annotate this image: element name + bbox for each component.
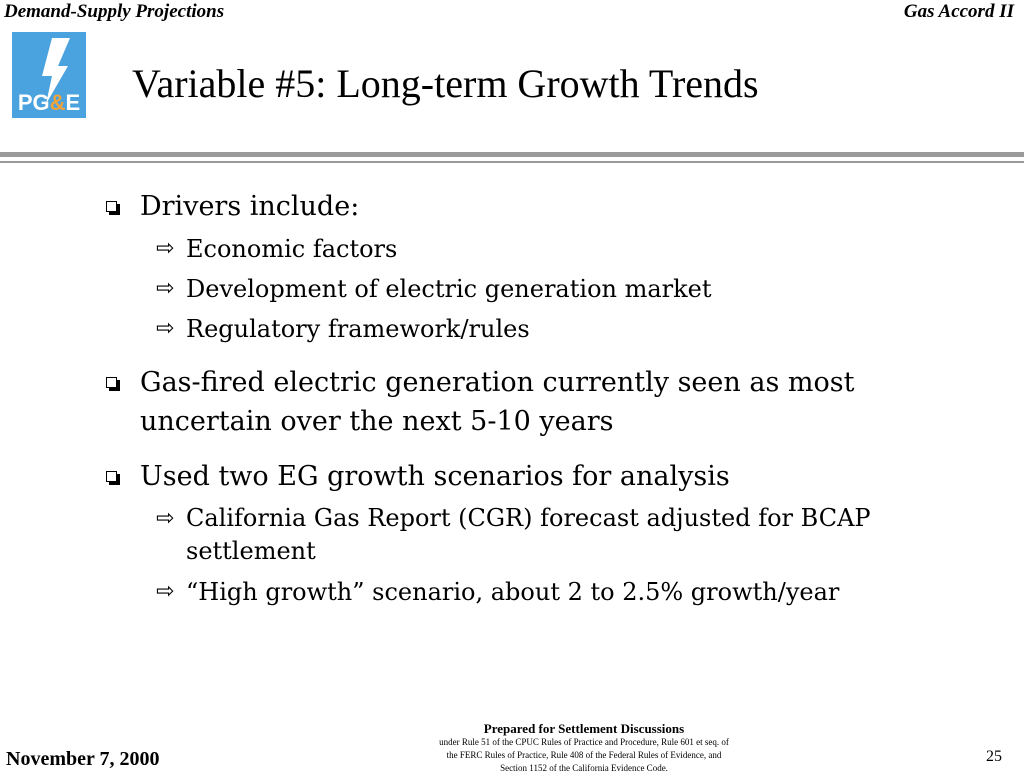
bullet-list: Drivers include: ⇨ Economic factors ⇨ De… — [104, 187, 1004, 612]
bullet-text-line1: Gas-fired electric generation currently … — [140, 367, 855, 398]
arrow-bullet-icon: ⇨ — [156, 506, 175, 531]
settlement-notice-line: the FERC Rules of Practice, Rule 408 of … — [446, 750, 722, 760]
footer-date: November 7, 2000 — [6, 748, 160, 770]
checkbox-bullet-icon — [106, 201, 120, 215]
sub-bullet-item: ⇨ “High growth” scenario, about 2 to 2.5… — [104, 572, 1004, 612]
checkbox-bullet-icon — [106, 377, 120, 391]
title-divider-thin — [0, 161, 1024, 163]
title-divider-thick — [0, 152, 1024, 157]
sub-bullet-item: ⇨ Development of electric generation mar… — [104, 269, 1004, 309]
sub-bullet-text: “High growth” scenario, about 2 to 2.5% … — [186, 578, 840, 606]
sub-bullet-text: Regulatory framework/rules — [186, 315, 530, 343]
bullet-item: Used two EG growth scenarios for analysi… — [104, 457, 1004, 497]
settlement-notice-line: Section 1152 of the California Evidence … — [500, 763, 668, 773]
settlement-notice-line: under Rule 51 of the CPUC Rules of Pract… — [439, 737, 729, 747]
sub-bullet-item: ⇨ California Gas Report (CGR) forecast a… — [104, 499, 1004, 572]
checkbox-bullet-icon — [106, 471, 120, 485]
page-number: 25 — [986, 748, 1002, 765]
sub-bullet-item: ⇨ Economic factors — [104, 229, 1004, 269]
sub-bullet-text: Economic factors — [186, 235, 398, 263]
arrow-bullet-icon: ⇨ — [156, 276, 175, 301]
bullet-item: Drivers include: — [104, 187, 1004, 227]
header-right-title: Gas Accord II — [903, 1, 1014, 22]
svg-text:PG&E: PG&E — [18, 90, 80, 115]
sub-bullet-text-line1: California Gas Report (CGR) forecast adj… — [186, 504, 871, 532]
sub-bullet-text: Development of electric generation marke… — [186, 275, 712, 303]
arrow-bullet-icon: ⇨ — [156, 236, 175, 261]
arrow-bullet-icon: ⇨ — [156, 316, 175, 341]
sub-bullet-item: ⇨ Regulatory framework/rules — [104, 309, 1004, 349]
arrow-bullet-icon: ⇨ — [156, 579, 175, 604]
settlement-notice-title: Prepared for Settlement Discussions — [483, 721, 685, 736]
bullet-text-line2: uncertain over the next 5-10 years — [140, 406, 614, 437]
bullet-text: Used two EG growth scenarios for analysi… — [140, 461, 730, 492]
pge-logo: PG&E — [12, 32, 86, 118]
header-left-title: Demand-Supply Projections — [4, 1, 225, 22]
settlement-notice: Prepared for Settlement Discussions unde… — [404, 721, 764, 775]
sub-bullet-text-line2: settlement — [186, 537, 316, 565]
slide-title: Variable #5: Long-term Growth Trends — [132, 61, 759, 106]
bullet-item: Gas-fired electric generation currently … — [104, 363, 1004, 441]
bullet-text: Drivers include: — [140, 191, 360, 222]
